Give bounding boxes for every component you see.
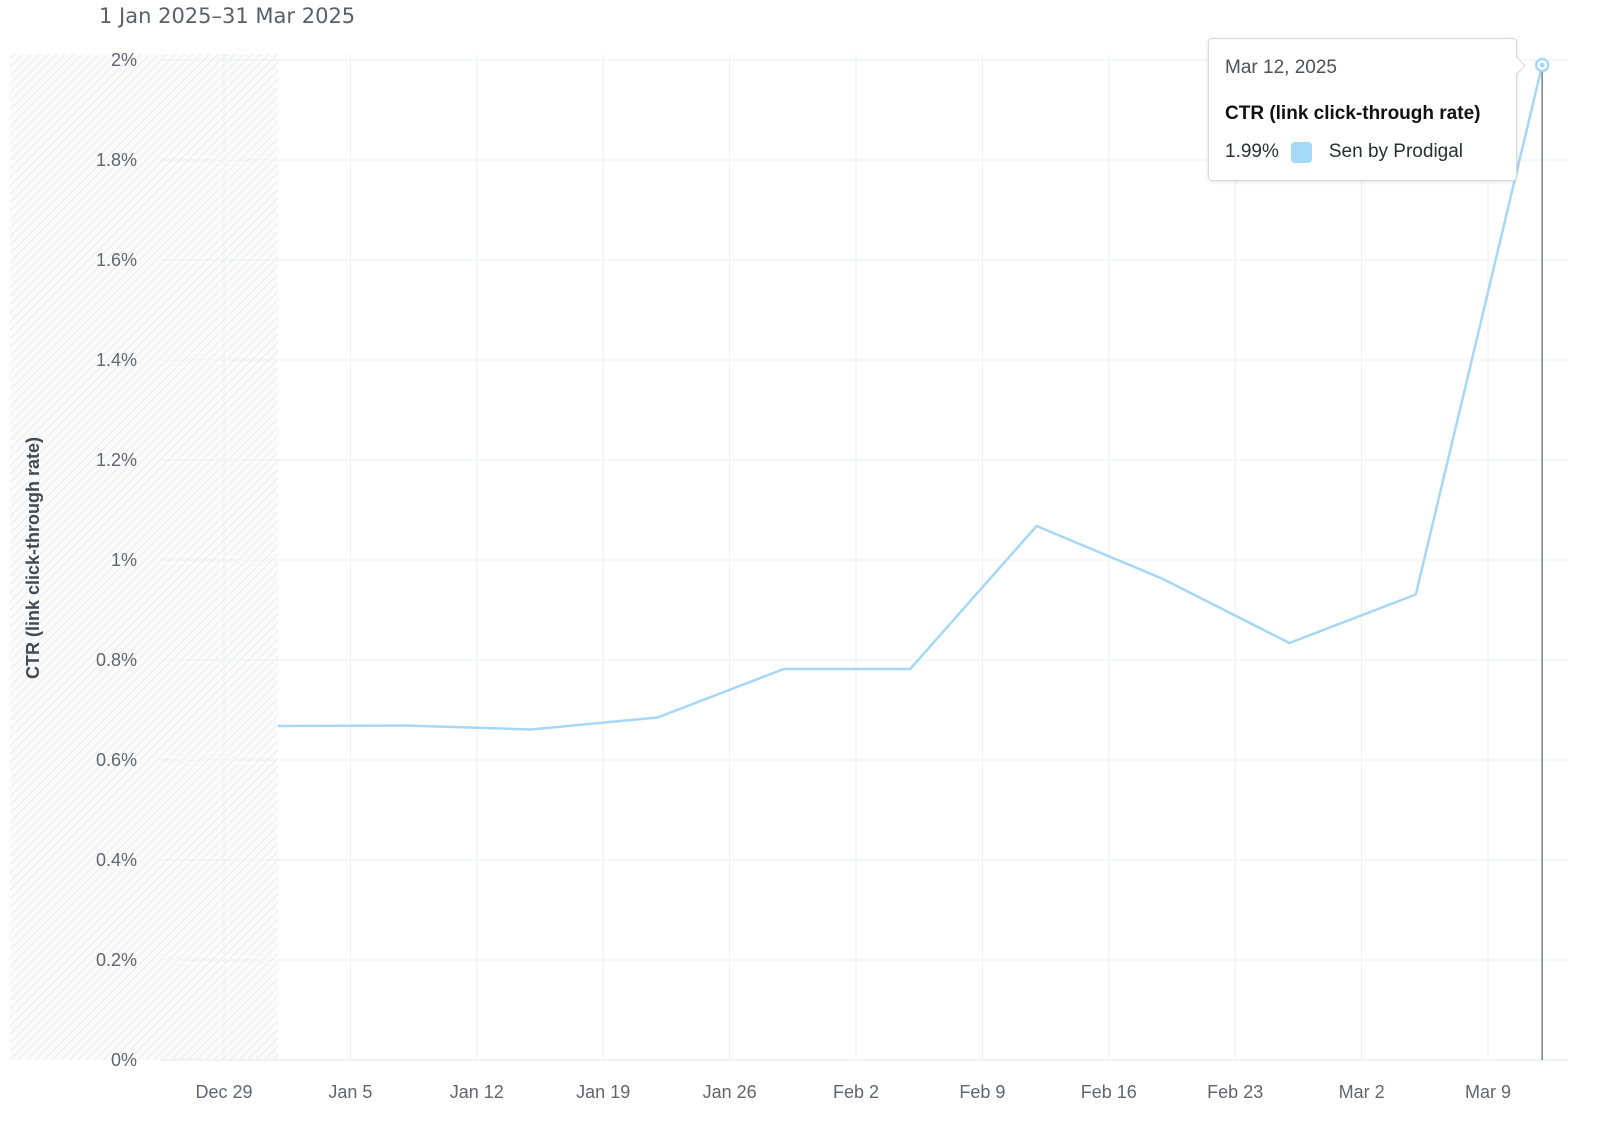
y-tick-label: 0% [111, 1050, 137, 1070]
x-tick-label: Feb 16 [1081, 1082, 1137, 1102]
y-tick-label: 1.2% [96, 450, 137, 470]
data-point[interactable] [778, 663, 790, 675]
data-point[interactable] [651, 712, 663, 724]
data-point[interactable] [1031, 520, 1043, 532]
x-tick-label: Mar 2 [1339, 1082, 1385, 1102]
y-tick-label: 2% [111, 50, 137, 70]
y-tick-label: 1% [111, 550, 137, 570]
data-point[interactable] [1410, 589, 1422, 601]
x-tick-label: Jan 12 [450, 1082, 504, 1102]
y-axis-title: CTR (link click-through rate) [23, 437, 43, 679]
x-tick-label: Dec 29 [195, 1082, 252, 1102]
y-tick-label: 0.8% [96, 650, 137, 670]
data-tooltip: Mar 12, 2025 CTR (link click-through rat… [1208, 38, 1517, 181]
highlighted-point-dot [1539, 62, 1545, 68]
series-line[interactable] [278, 64, 1544, 731]
data-point[interactable] [1157, 573, 1169, 585]
data-point[interactable] [525, 724, 537, 736]
tooltip-value: 1.99% [1225, 141, 1279, 162]
date-range-label: 1 Jan 2025–31 Mar 2025 [99, 4, 356, 28]
y-tick-label: 0.6% [96, 750, 137, 770]
data-point[interactable] [904, 663, 916, 675]
y-tick-label: 1.6% [96, 250, 137, 270]
tooltip-date: Mar 12, 2025 [1225, 57, 1337, 78]
y-tick-label: 1.4% [96, 350, 137, 370]
y-tick-label: 0.4% [96, 850, 137, 870]
x-tick-label: Mar 9 [1465, 1082, 1511, 1102]
out-of-range-shading [10, 54, 279, 1060]
y-tick-label: 0.2% [96, 950, 137, 970]
tooltip-value-row: 1.99% Sen by Prodigal [1225, 141, 1500, 163]
x-tick-label: Jan 19 [576, 1082, 630, 1102]
x-tick-label: Jan 5 [328, 1082, 372, 1102]
tooltip-metric-name: CTR (link click-through rate) [1225, 103, 1481, 124]
series-color-swatch [1290, 141, 1312, 163]
x-tick-label: Feb 23 [1207, 1082, 1263, 1102]
data-point[interactable] [272, 720, 284, 732]
x-tick-label: Jan 26 [703, 1082, 757, 1102]
x-tick-label: Feb 2 [833, 1082, 879, 1102]
tooltip-series-name: Sen by Prodigal [1328, 141, 1464, 162]
data-point[interactable] [1283, 637, 1295, 649]
x-tick-label: Feb 9 [959, 1082, 1005, 1102]
y-tick-label: 1.8% [96, 150, 137, 170]
data-point[interactable] [399, 720, 411, 732]
